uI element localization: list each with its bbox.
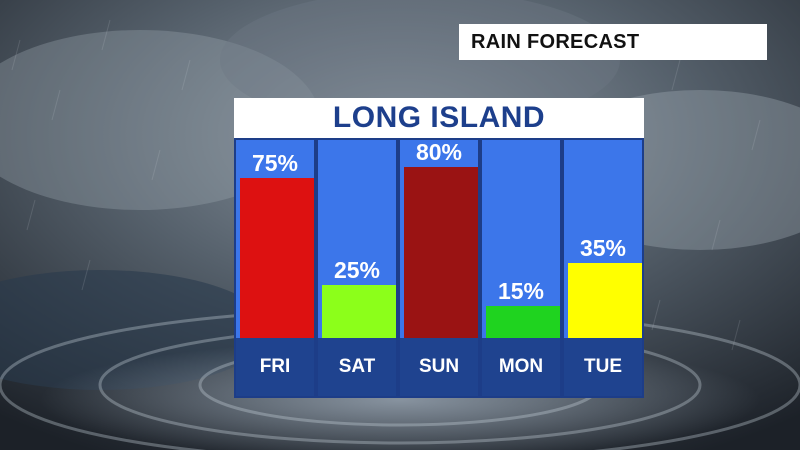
bar-mon [486, 305, 560, 338]
chart-title: LONG ISLAND [234, 98, 644, 138]
day-label-tue: TUE [584, 356, 622, 377]
day-label-sun: SUN [418, 356, 460, 377]
day-label-fri: FRI [259, 356, 291, 377]
day-band-tue: TUE [564, 338, 642, 396]
percent-label-mon: 15% [497, 277, 545, 304]
day-band-sat: SAT [318, 338, 396, 396]
percent-label-sun: 80% [415, 140, 463, 165]
bar-sun [404, 167, 478, 338]
day-column-fri: 75% FRI [236, 140, 314, 396]
day-band-mon: MON [482, 338, 560, 396]
day-band-sun: SUN [400, 338, 478, 396]
bar-fri [240, 177, 314, 338]
day-column-sat: 25% SAT [318, 140, 396, 396]
percent-label-tue: 35% [579, 235, 627, 262]
bar-tue [568, 263, 642, 338]
percent-label-sat: 25% [333, 256, 381, 283]
day-column-mon: 15% MON [482, 140, 560, 396]
day-label-mon: MON [498, 356, 544, 377]
bar-sat [322, 284, 396, 338]
day-column-tue: 35% TUE [564, 140, 642, 396]
day-column-sun: 80% SUN [400, 140, 478, 396]
rain-forecast-label: RAIN FORECAST [459, 24, 767, 60]
percent-label-fri: 75% [251, 149, 299, 176]
day-band-fri: FRI [236, 338, 314, 396]
day-label-sat: SAT [338, 356, 376, 377]
chart-panel: 75% FRI 25% SAT 80% SUN 15% MON 35% TUE [234, 138, 644, 398]
